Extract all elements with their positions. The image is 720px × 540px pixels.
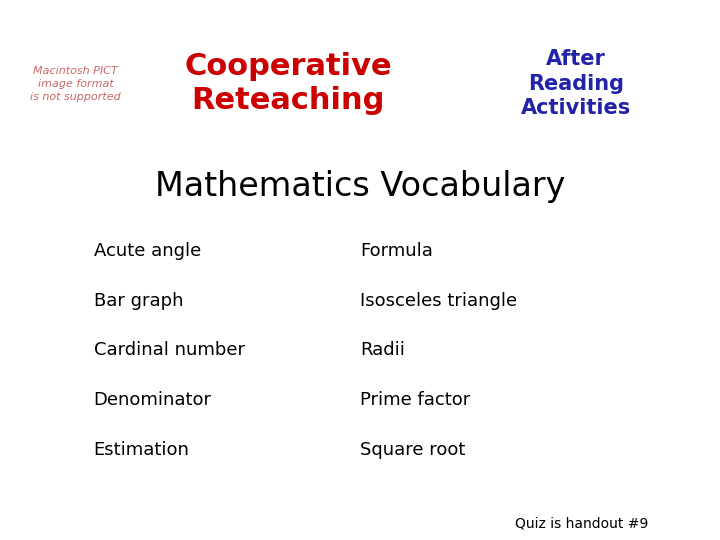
- Text: Quiz is handout #9: Quiz is handout #9: [515, 517, 648, 531]
- Text: Isosceles triangle: Isosceles triangle: [360, 292, 517, 310]
- Text: Estimation: Estimation: [94, 441, 189, 459]
- Text: Prime factor: Prime factor: [360, 391, 470, 409]
- Text: After
Reading
Activities: After Reading Activities: [521, 49, 631, 118]
- Text: Cardinal number: Cardinal number: [94, 341, 245, 360]
- Text: Cooperative
Reteaching: Cooperative Reteaching: [184, 52, 392, 115]
- Text: Macintosh PICT
image format
is not supported: Macintosh PICT image format is not suppo…: [30, 65, 121, 102]
- Text: Denominator: Denominator: [94, 391, 212, 409]
- Text: Mathematics Vocabulary: Mathematics Vocabulary: [155, 170, 565, 203]
- Text: Radii: Radii: [360, 341, 405, 360]
- Text: Bar graph: Bar graph: [94, 292, 183, 310]
- Text: Formula: Formula: [360, 242, 433, 260]
- Text: Square root: Square root: [360, 441, 465, 459]
- Text: Acute angle: Acute angle: [94, 242, 201, 260]
